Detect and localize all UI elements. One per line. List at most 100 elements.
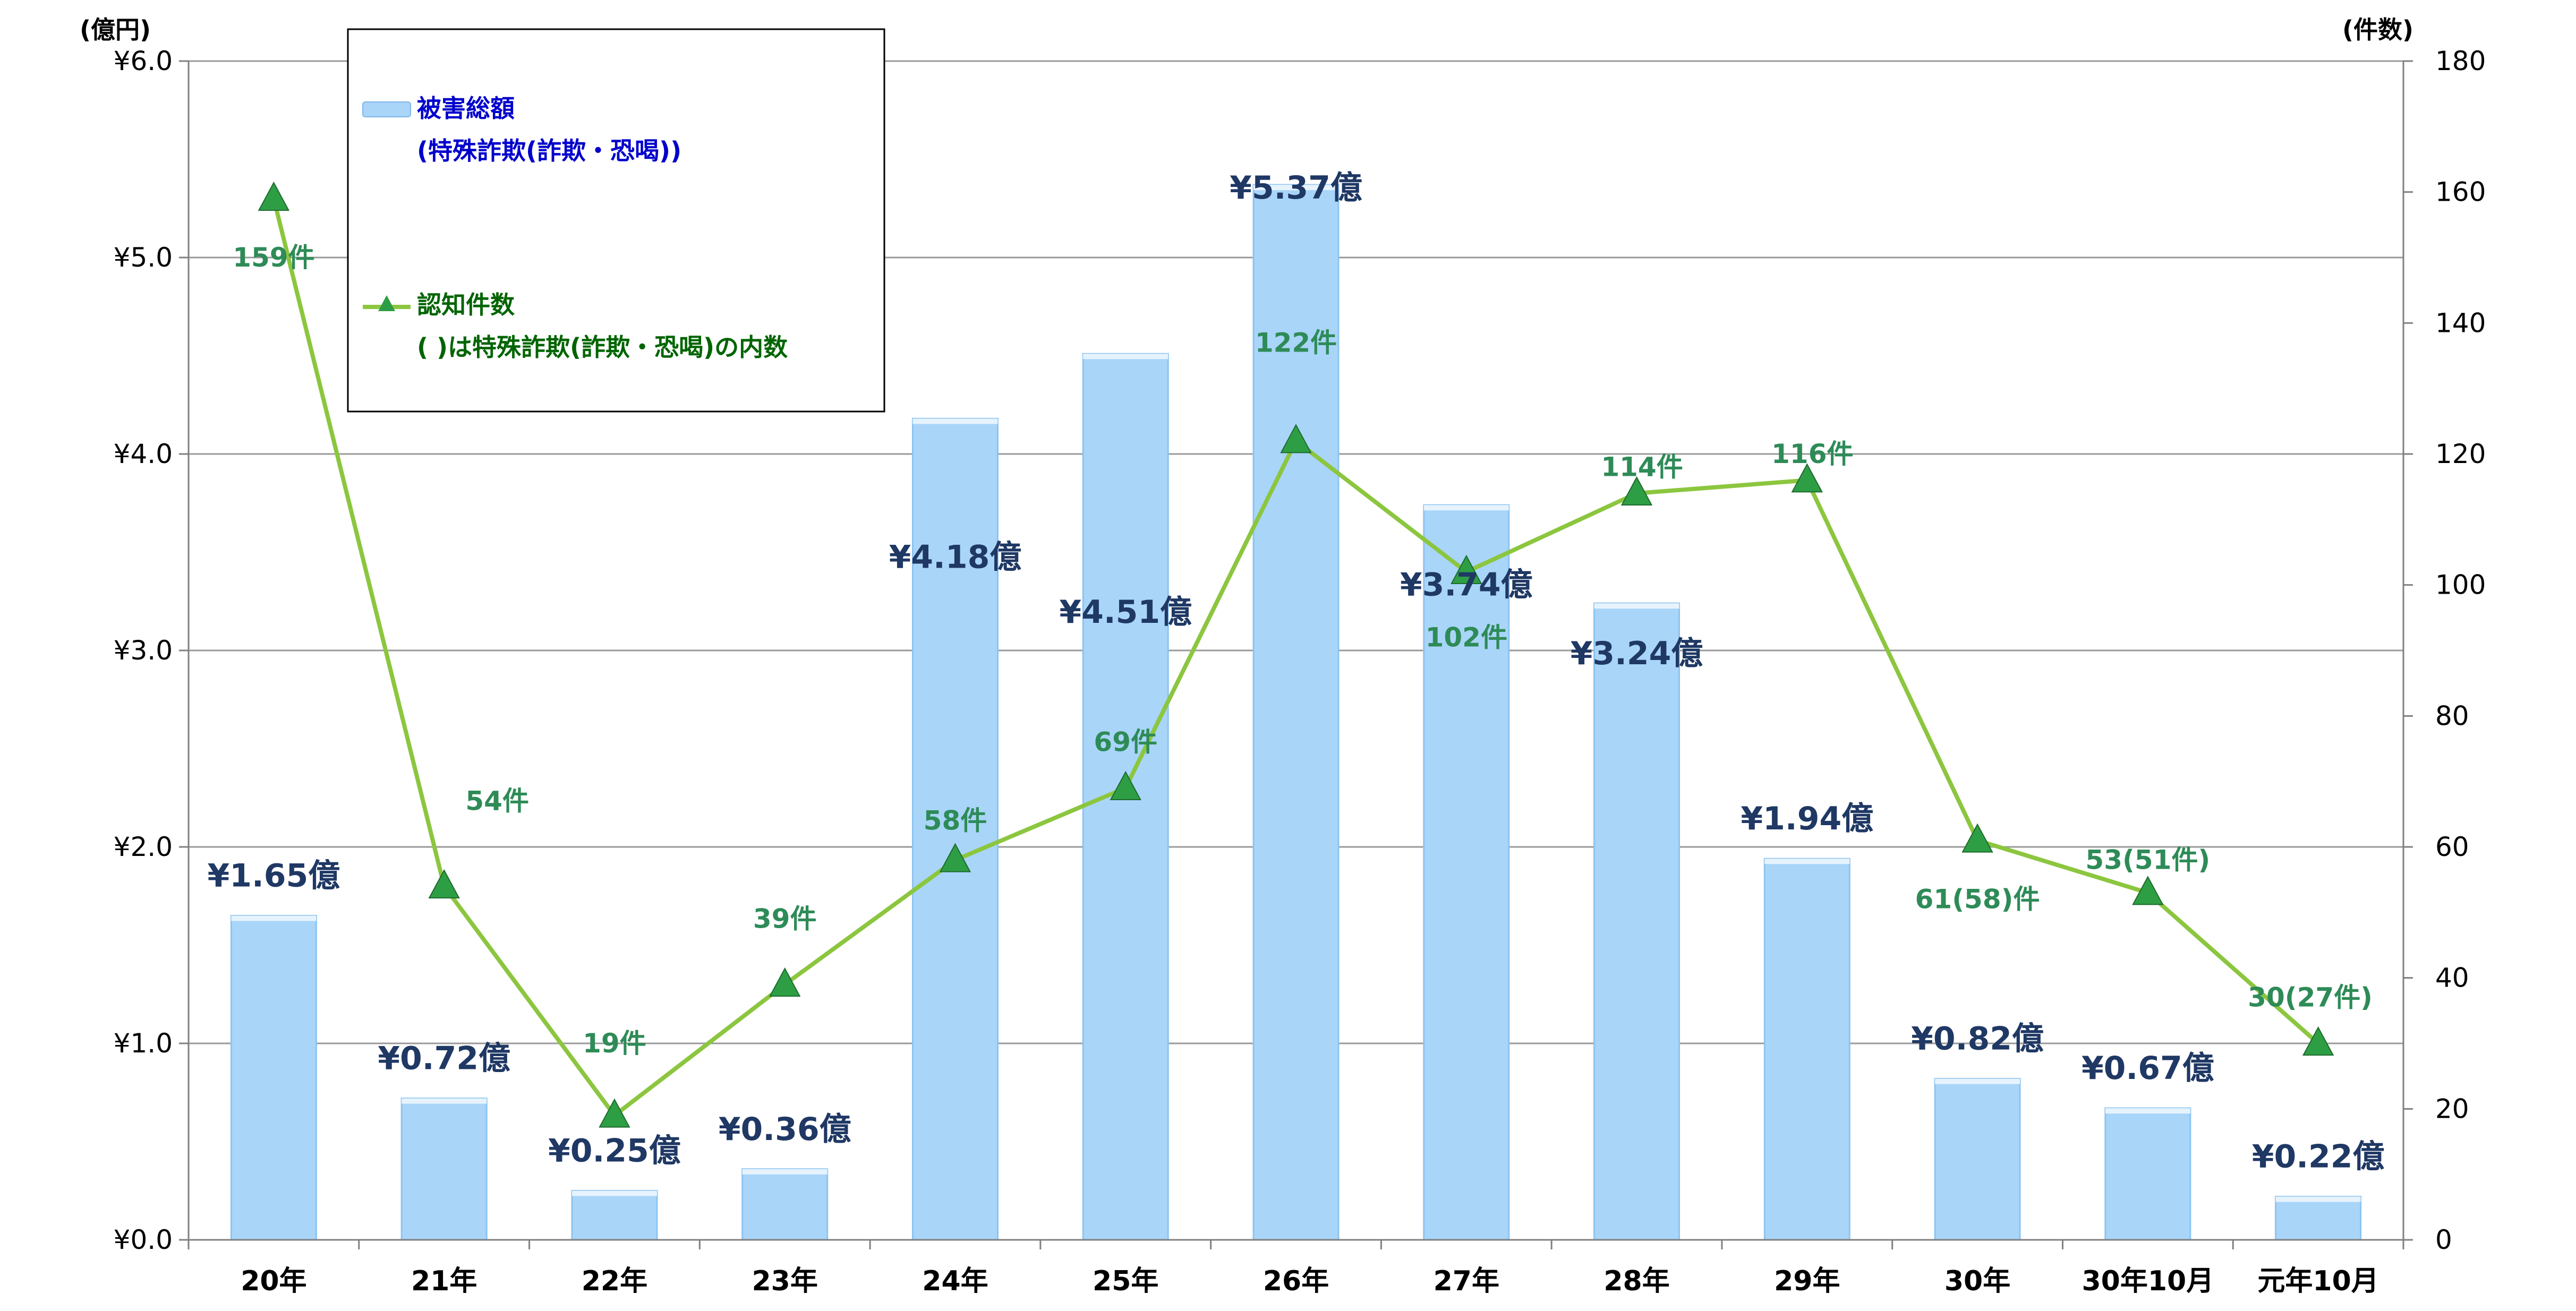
left-tick-label: ¥6.0 bbox=[114, 46, 173, 76]
count-marker bbox=[1791, 463, 1823, 493]
x-tick-label: 30年 bbox=[1944, 1265, 2010, 1297]
legend-count-note: ( )は特殊詐欺(詐欺・恐喝)の内数 bbox=[417, 333, 788, 362]
right-tick-label: 160 bbox=[2435, 177, 2486, 208]
right-axis-unit: (件数) bbox=[2342, 15, 2413, 44]
count-label: 114件 bbox=[1601, 452, 1683, 483]
count-marker bbox=[2132, 876, 2164, 905]
amount-label: ¥1.94億 bbox=[1741, 800, 1873, 837]
count-label: 54件 bbox=[465, 786, 529, 817]
x-tick-label: 22年 bbox=[582, 1265, 647, 1297]
legend-amount-note: (特殊詐欺(詐欺・恐喝)) bbox=[417, 136, 681, 165]
count-label: 58件 bbox=[924, 806, 987, 836]
right-tick-label: 0 bbox=[2435, 1224, 2452, 1255]
left-tick-label: ¥1.0 bbox=[114, 1028, 173, 1059]
bar bbox=[1934, 1078, 2021, 1241]
x-tick-label: 29年 bbox=[1774, 1265, 1840, 1297]
right-tick-label: 40 bbox=[2435, 963, 2469, 993]
x-tick-label: 30年10月 bbox=[2082, 1265, 2214, 1297]
bar-highlight bbox=[1764, 859, 1850, 864]
bar bbox=[2275, 1196, 2362, 1241]
count-marker bbox=[1110, 770, 1141, 800]
x-tick-label: 21年 bbox=[411, 1265, 477, 1297]
bar bbox=[2104, 1107, 2191, 1241]
right-tick-label: 100 bbox=[2435, 570, 2486, 601]
right-tick-label: 20 bbox=[2435, 1093, 2469, 1124]
bar bbox=[741, 1168, 829, 1241]
count-label: 102件 bbox=[1426, 622, 1507, 653]
bar-highlight bbox=[2275, 1196, 2361, 1202]
amount-label: ¥0.67億 bbox=[2082, 1050, 2214, 1087]
bar-series bbox=[230, 184, 2362, 1241]
count-marker bbox=[1451, 554, 1482, 584]
bar bbox=[230, 915, 317, 1241]
count-marker bbox=[599, 1098, 630, 1128]
amount-label: ¥0.25億 bbox=[548, 1133, 681, 1170]
count-label: 53(51件) bbox=[2085, 845, 2210, 876]
right-tick-label: 80 bbox=[2435, 700, 2469, 731]
bar-highlight bbox=[1423, 505, 1509, 511]
amount-label: ¥0.36億 bbox=[719, 1111, 851, 1148]
count-marker bbox=[1961, 823, 1993, 853]
bar-highlight bbox=[572, 1190, 657, 1196]
bar-highlight bbox=[402, 1098, 487, 1104]
x-tick-label: 27年 bbox=[1434, 1265, 1499, 1297]
count-marker bbox=[1280, 424, 1312, 453]
bar bbox=[400, 1098, 488, 1241]
count-label: 61(58)件 bbox=[1915, 884, 2040, 915]
x-tick-label: 28年 bbox=[1603, 1265, 1669, 1297]
count-marker bbox=[939, 843, 971, 872]
bar-highlight bbox=[1935, 1078, 2020, 1084]
bar-highlight bbox=[2105, 1108, 2190, 1114]
x-tick-label: 元年10月 bbox=[2257, 1265, 2378, 1297]
right-tick-label: 60 bbox=[2435, 832, 2469, 862]
legend-triangle-marker bbox=[378, 295, 395, 311]
count-marker bbox=[428, 869, 460, 898]
bar-highlight bbox=[1083, 354, 1168, 359]
amount-label: ¥4.51億 bbox=[1059, 594, 1192, 631]
left-tick-label: ¥4.0 bbox=[114, 439, 173, 469]
left-tick-label: ¥5.0 bbox=[114, 242, 173, 273]
bar-highlight bbox=[1253, 185, 1338, 191]
right-tick-label: 140 bbox=[2435, 307, 2486, 338]
line-series bbox=[258, 181, 2334, 1128]
left-axis-unit: (億円) bbox=[80, 15, 151, 44]
bar-highlight bbox=[912, 418, 998, 424]
x-tick-label: 23年 bbox=[752, 1265, 818, 1297]
left-tick-label: ¥3.0 bbox=[114, 635, 173, 666]
legend-amount-label: 被害総額 bbox=[417, 94, 515, 123]
count-label: 69件 bbox=[1094, 727, 1157, 758]
bar bbox=[571, 1190, 658, 1241]
count-label: 159件 bbox=[233, 242, 314, 273]
count-marker bbox=[769, 967, 801, 997]
count-label: 39件 bbox=[753, 904, 817, 935]
legend-bar-swatch bbox=[362, 101, 411, 117]
amount-label: ¥0.82億 bbox=[1911, 1021, 2044, 1058]
bar bbox=[1593, 602, 1681, 1241]
amount-label: ¥5.37億 bbox=[1230, 169, 1362, 207]
amount-label: ¥0.22億 bbox=[2252, 1138, 2385, 1176]
right-tick-label: 120 bbox=[2435, 439, 2486, 469]
bar-highlight bbox=[742, 1169, 828, 1175]
amount-label: ¥0.72億 bbox=[378, 1040, 510, 1077]
x-tick-label: 20年 bbox=[241, 1265, 306, 1297]
data-labels: ¥1.65億 ¥0.72億 ¥0.25億 ¥0.36億 ¥4.18億 ¥4.51億 ¥5.3… bbox=[207, 169, 2384, 1176]
amount-label: ¥1.65億 bbox=[207, 858, 340, 895]
count-label: 116件 bbox=[1771, 439, 1853, 469]
legend-count-label: 認知件数 bbox=[417, 290, 515, 319]
bar-highlight bbox=[1594, 603, 1679, 609]
count-marker bbox=[1620, 476, 1653, 505]
legend: 被害総額 (特殊詐欺(詐欺・恐喝)) 認知件数 ( )は特殊詐欺(詐欺・恐喝)の… bbox=[347, 28, 885, 413]
count-marker bbox=[2302, 1026, 2334, 1056]
left-tick-label: ¥0.0 bbox=[114, 1224, 173, 1255]
count-marker bbox=[258, 181, 290, 211]
x-tick-label: 26年 bbox=[1263, 1265, 1329, 1297]
amount-label: ¥4.18億 bbox=[889, 539, 1022, 576]
count-label: 19件 bbox=[583, 1028, 646, 1059]
amount-label: ¥3.24億 bbox=[1571, 635, 1703, 672]
amount-label: ¥3.74億 bbox=[1400, 566, 1533, 603]
right-tick-label: 180 bbox=[2435, 46, 2486, 76]
bar bbox=[1423, 504, 1510, 1241]
legend-box bbox=[347, 28, 885, 413]
left-tick-label: ¥2.0 bbox=[114, 832, 173, 862]
bar-highlight bbox=[231, 915, 317, 921]
